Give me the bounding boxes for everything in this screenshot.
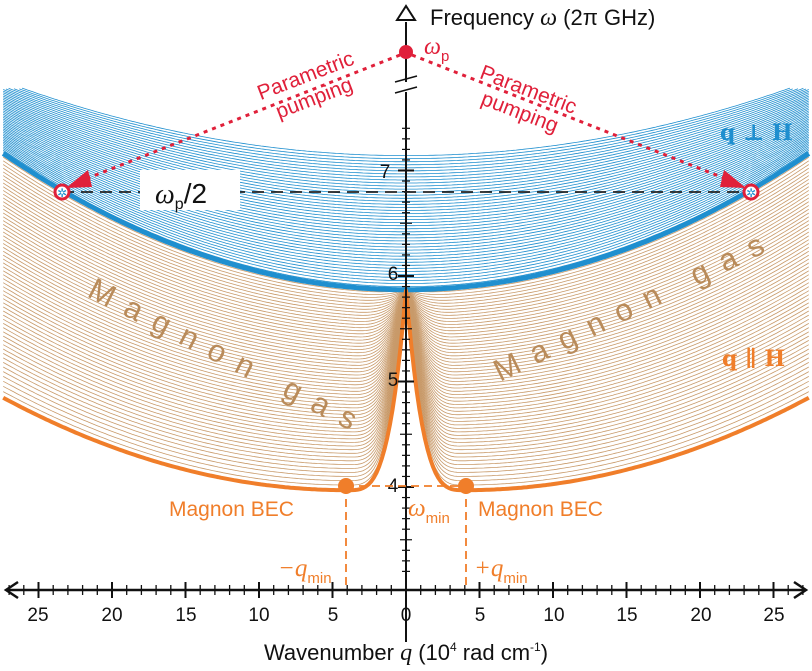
y-axis-arrow-icon: [395, 4, 417, 21]
x-axis-left-arrow-icon: [3, 580, 19, 600]
pump-frequency-label: ωp: [424, 34, 449, 65]
plus-q-min-label: +qmin: [474, 555, 528, 587]
x-tick-label: 10: [248, 605, 269, 626]
pumping-label-right: Parametric pumping: [477, 61, 580, 138]
left-pump-arrowhead-icon: [66, 170, 92, 188]
x-tick-label: 20: [101, 605, 122, 626]
half-pump-label: ωp/2: [155, 178, 207, 213]
x-tick-label: 0: [401, 605, 412, 626]
pumping-label-left: Parametric pumping: [254, 47, 357, 124]
q-par-h-label: q ∥ H: [722, 346, 785, 372]
y-tick-labels: 7 6 5 4: [380, 162, 399, 497]
x-tick-label: 25: [763, 605, 784, 626]
magnon-bec-label-left: Magnon BEC: [169, 498, 294, 521]
x-tick-label: 15: [616, 605, 637, 626]
x-tick-labels: 25 20 15 10 5 0 5 10 15 20 25: [27, 605, 784, 626]
q-perp-h-label: q ⊥ H: [720, 120, 793, 146]
y-tick-label: 6: [388, 264, 399, 285]
star-icon: ✲: [746, 186, 756, 200]
y-tick-label: 5: [388, 370, 399, 391]
omega-min-label: ωmin: [408, 495, 450, 527]
x-axis: [3, 580, 809, 600]
x-tick-label: 10: [543, 605, 564, 626]
y-tick-label: 7: [380, 162, 391, 183]
x-axis-ticks: [8, 582, 804, 598]
bec-point-right: [458, 478, 474, 494]
x-tick-label: 20: [690, 605, 711, 626]
half-pump-point-right: [742, 183, 760, 201]
x-tick-label: 5: [475, 605, 486, 626]
minus-q-min-label: −qmin: [278, 555, 332, 587]
bec-guides: [345, 485, 467, 590]
x-tick-label: 25: [27, 605, 48, 626]
half-pump-label-backdrop: [140, 170, 240, 210]
y-axis-minor-ticks: [400, 127, 412, 573]
pump-point: [399, 45, 413, 59]
y-axis-title: Frequency ω (2π GHz): [430, 5, 655, 31]
half-pump-point-left: [53, 183, 71, 201]
x-axis-right-arrow-icon: [793, 580, 809, 600]
star-icon: ✲: [57, 186, 67, 200]
pumping-arrows: [66, 53, 746, 188]
x-axis-title: Wavenumber q (104 rad cm-1): [264, 640, 548, 666]
x-tick-label: 5: [328, 605, 339, 626]
y-axis: [395, 4, 417, 642]
bec-point-left: [338, 478, 354, 494]
y-axis-major-ticks: [398, 169, 414, 488]
magnon-bec-label-right: Magnon BEC: [478, 498, 603, 521]
y-tick-label: 4: [388, 476, 399, 497]
right-pump-arrowhead-icon: [720, 170, 746, 188]
x-tick-label: 15: [175, 605, 196, 626]
